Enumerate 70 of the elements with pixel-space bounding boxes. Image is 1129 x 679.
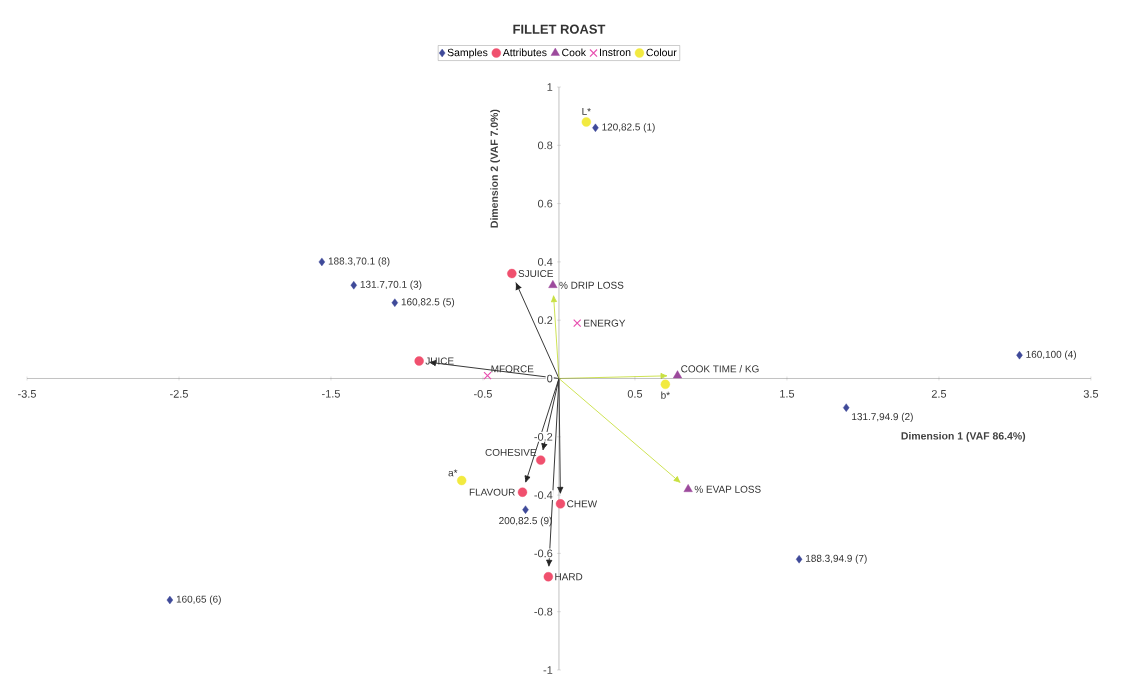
legend-label: Samples — [447, 48, 488, 59]
annotation: SJUICE — [518, 270, 554, 278]
y-tick-label: -0.8 — [534, 607, 553, 616]
x-tick-label: -0.5 — [474, 390, 492, 398]
x-axis-title: Dimension 1 (VAF 86.4%) — [901, 431, 1026, 442]
y-tick-label: 0.2 — [537, 316, 553, 325]
y-tick-label: -0.2 — [534, 432, 553, 441]
annotation: CHEW — [567, 500, 598, 508]
annotation: 131.7,94.9 (2) — [852, 412, 913, 423]
y-tick-label: 0.8 — [537, 141, 553, 150]
annotation: a* — [448, 469, 458, 477]
point — [843, 403, 850, 412]
annotation: HARD — [555, 573, 583, 581]
annotation: COOK TIME / KG — [681, 365, 759, 373]
annotation: 120,82.5 (1) — [602, 123, 655, 133]
x-tick-label: -1.5 — [322, 390, 340, 398]
annotation: 131.7,70.1 (3) — [360, 280, 422, 290]
point — [573, 318, 582, 328]
point — [683, 484, 693, 492]
x-tick-label: -3.5 — [18, 390, 36, 398]
annotation: ENERGY — [584, 319, 626, 327]
y-tick-label: 1 — [547, 83, 553, 91]
legend-label: Cook — [562, 48, 586, 57]
annotation: b* — [661, 391, 670, 399]
x-tick-label: 0.5 — [627, 390, 643, 398]
annotation: % DRIP LOSS — [559, 281, 624, 289]
point — [414, 356, 424, 366]
y-tick-label: 0.4 — [537, 258, 553, 266]
y-tick-label: 0 — [547, 374, 553, 383]
y-tick-label: -1 — [543, 666, 553, 674]
point — [660, 379, 671, 390]
point — [592, 123, 599, 132]
annotation: 188.3,70.1 (8) — [328, 257, 390, 267]
point — [548, 280, 558, 288]
x-tick-label: 2.5 — [931, 390, 947, 398]
point — [483, 371, 492, 380]
legend-label: Colour — [646, 48, 677, 57]
point — [522, 505, 529, 514]
x-tick-label: -2.5 — [170, 390, 188, 398]
point — [507, 268, 517, 279]
annotation: % EVAP LOSS — [694, 485, 761, 493]
point — [543, 572, 554, 582]
x-tick-label: 3.5 — [1083, 390, 1099, 398]
annotation: FLAVOUR — [469, 488, 515, 496]
y-tick-label: -0.4 — [534, 491, 553, 499]
point — [350, 281, 357, 290]
annotation: MFORCE — [491, 365, 534, 373]
point — [581, 117, 591, 127]
annotation: 160,65 (6) — [176, 595, 221, 605]
annotation: 160,82.5 (5) — [401, 298, 455, 308]
annotation: L* — [582, 107, 591, 115]
annotation: 160,100 (4) — [1026, 350, 1076, 360]
legend-label: Instron — [599, 48, 631, 56]
point — [536, 455, 546, 465]
point — [166, 595, 174, 605]
point — [795, 555, 803, 564]
x-tick-label: 1.5 — [780, 390, 795, 398]
y-tick-label: 0.6 — [537, 199, 553, 208]
y-axis-title: Dimension 2 (VAF 7.0%) — [490, 109, 501, 228]
point — [555, 499, 566, 509]
annotation: 188.3,94.9 (7) — [806, 554, 867, 564]
point — [391, 298, 398, 307]
chart-title: FILLET ROAST — [513, 24, 606, 34]
point — [517, 487, 528, 497]
point — [318, 257, 326, 267]
point — [1016, 350, 1023, 360]
point — [673, 370, 683, 379]
legend-label: Attributes — [502, 48, 547, 57]
y-tick-label: -0.6 — [534, 549, 553, 558]
point — [457, 475, 467, 486]
